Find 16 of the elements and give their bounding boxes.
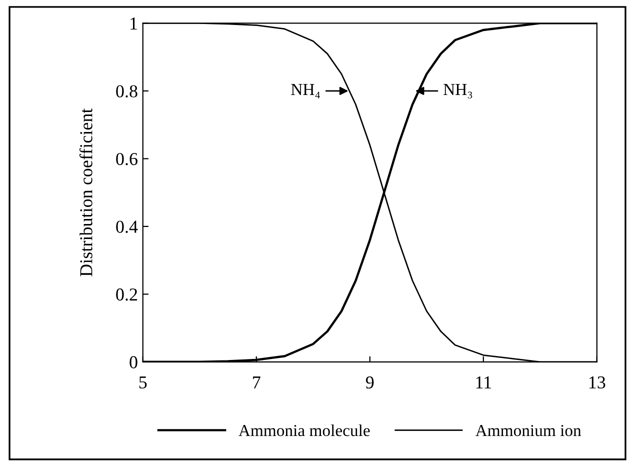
- x-tick-label: 9: [366, 376, 374, 389]
- x-tick-label: 5: [139, 376, 147, 389]
- x-tick-label: 13: [589, 376, 606, 389]
- x-tick-label: 7: [253, 376, 260, 388]
- y-tick-label: 0.2: [116, 288, 138, 301]
- x-tick-label: 11: [476, 376, 491, 388]
- legend-label: Ammonium ion: [475, 424, 582, 436]
- y-tick-label: 1: [130, 18, 137, 30]
- y-tick-label: 0.6: [116, 152, 138, 166]
- y-axis-title: Distribution coefficient: [79, 108, 92, 276]
- annotation: NH₄: [291, 84, 320, 98]
- annotation: NH₃: [444, 84, 472, 98]
- y-tick-label: 0.4: [116, 220, 138, 233]
- legend-label: Ammonia molecule: [238, 424, 370, 436]
- y-tick-label: 0.8: [116, 85, 138, 98]
- y-tick-label: 0: [130, 356, 138, 368]
